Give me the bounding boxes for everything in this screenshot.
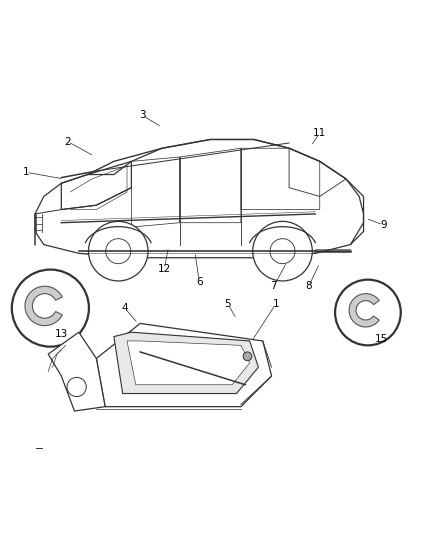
Polygon shape — [96, 324, 272, 407]
Circle shape — [12, 270, 89, 346]
Text: 7: 7 — [270, 281, 277, 291]
Text: 13: 13 — [55, 329, 68, 340]
Text: 1: 1 — [23, 167, 30, 177]
Circle shape — [335, 280, 401, 345]
Polygon shape — [25, 286, 62, 326]
Text: 5: 5 — [224, 298, 231, 309]
Text: 11: 11 — [313, 128, 326, 138]
Polygon shape — [241, 148, 320, 209]
Circle shape — [88, 221, 148, 281]
Text: 4: 4 — [121, 303, 128, 313]
Polygon shape — [131, 157, 180, 227]
Text: 2: 2 — [64, 136, 71, 147]
Circle shape — [253, 221, 312, 281]
Polygon shape — [48, 332, 105, 411]
Polygon shape — [349, 294, 379, 327]
Circle shape — [67, 377, 86, 397]
Text: 12: 12 — [158, 264, 171, 273]
Polygon shape — [127, 341, 250, 385]
Text: 9: 9 — [380, 220, 387, 230]
Polygon shape — [35, 140, 364, 258]
Polygon shape — [180, 148, 241, 223]
Text: 3: 3 — [139, 110, 146, 120]
Circle shape — [243, 352, 252, 361]
Polygon shape — [114, 332, 258, 393]
Text: 1: 1 — [272, 298, 279, 309]
Circle shape — [270, 239, 295, 264]
Circle shape — [106, 239, 131, 264]
Text: 15: 15 — [374, 334, 388, 344]
Text: 8: 8 — [305, 281, 312, 291]
Text: 6: 6 — [196, 277, 203, 287]
